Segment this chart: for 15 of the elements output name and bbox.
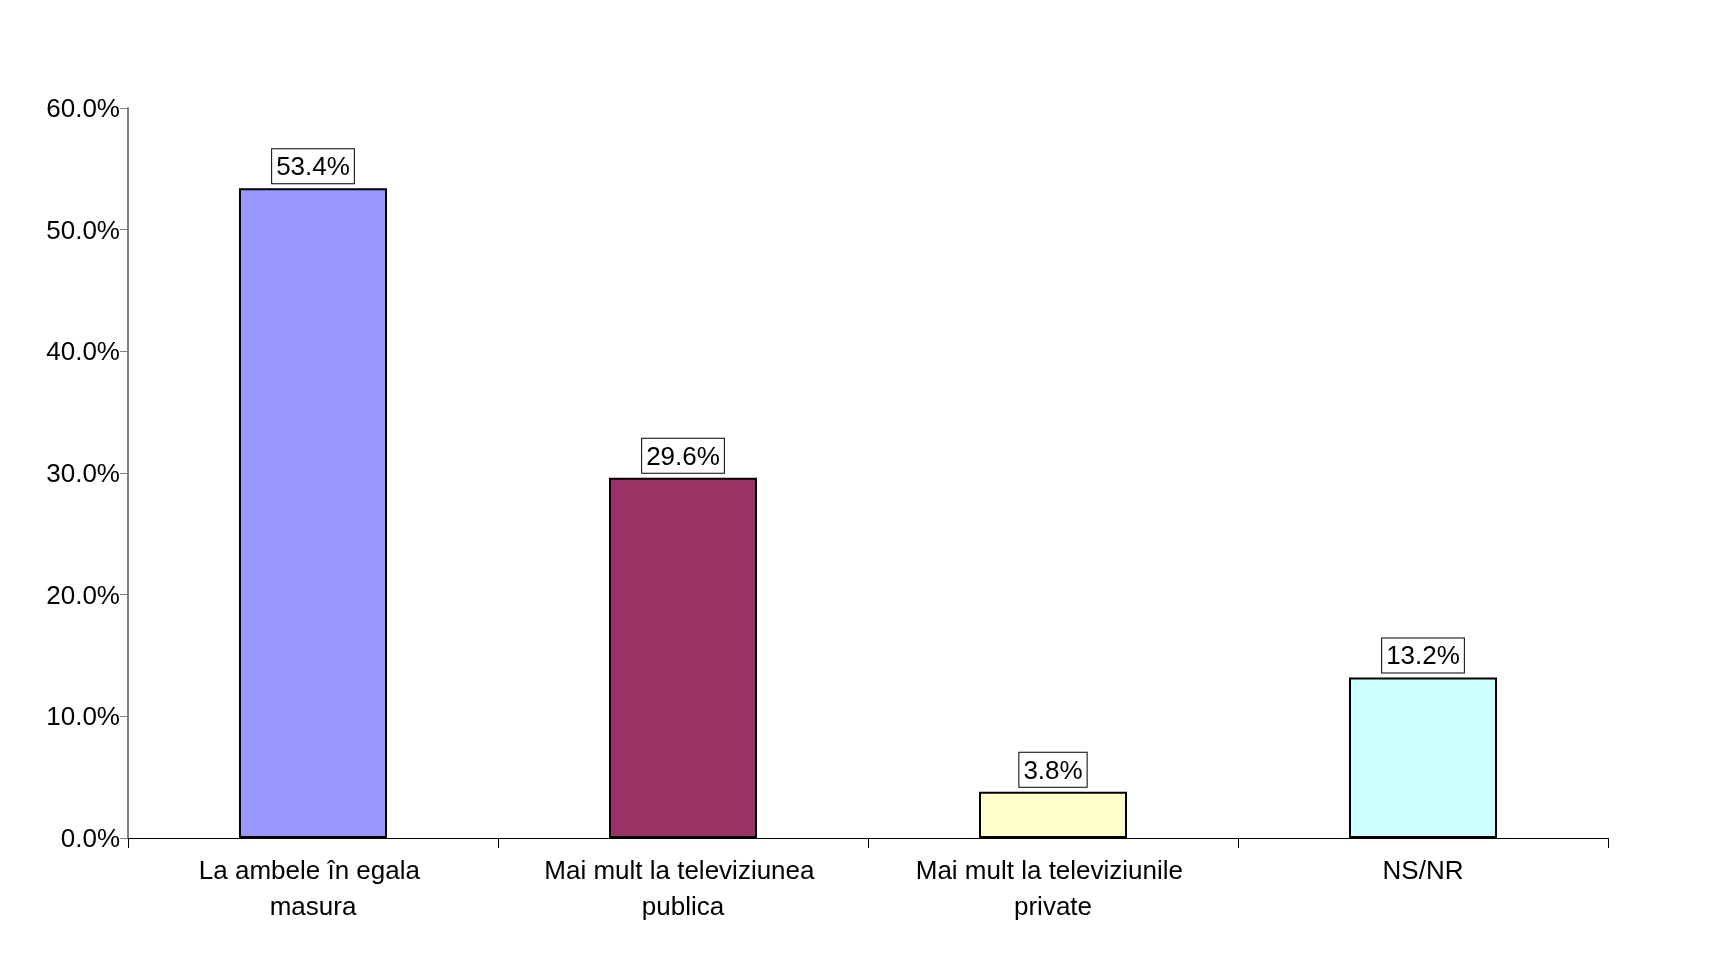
y-tick-label: 40.0%: [46, 336, 120, 367]
y-tick-label: 30.0%: [46, 458, 120, 488]
data-label: 13.2%: [1386, 640, 1460, 671]
y-tick-label: 10.0%: [46, 701, 120, 732]
x-tick-label: Mai mult la televiziunile private: [915, 855, 1191, 921]
x-tick-label: La ambele în egala masura: [198, 855, 428, 921]
y-tick-label: 50.0%: [46, 214, 120, 245]
x-tick-label: Mai mult la televiziunea publica: [544, 855, 822, 921]
data-label: 53.4%: [276, 151, 350, 182]
y-tick-label: 20.0%: [46, 579, 120, 610]
x-tick-label: NS/NR: [1382, 855, 1464, 885]
y-tick-label: 60.0%: [46, 93, 120, 123]
data-label: 3.8%: [1023, 754, 1083, 785]
data-label: 29.6%: [646, 440, 720, 471]
y-tick-label: 0.0%: [60, 823, 120, 853]
